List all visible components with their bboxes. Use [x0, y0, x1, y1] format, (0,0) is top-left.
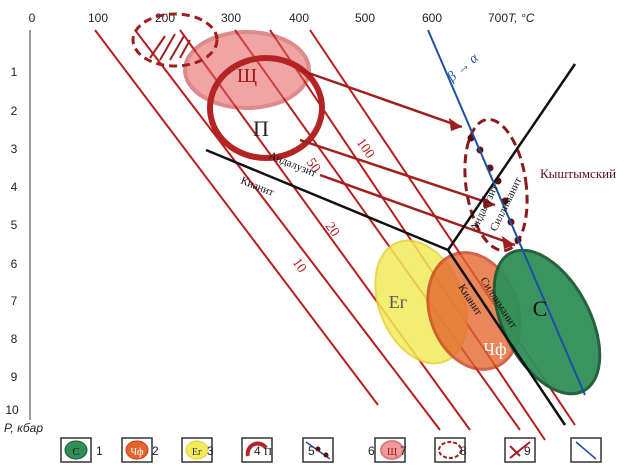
- p-tick-10: 10: [5, 403, 19, 417]
- andalusite-sillimanite-line: [446, 63, 577, 251]
- p-label: П: [253, 116, 269, 141]
- p-tick-2: 2: [11, 104, 18, 118]
- hatch-marks: [149, 33, 191, 61]
- arrow-3: [319, 173, 516, 247]
- legend-swatch-1: [64, 440, 88, 460]
- t-tick-100: 100: [88, 11, 108, 25]
- p-tick-7: 7: [11, 294, 18, 308]
- legend-num-9: 9: [524, 444, 531, 458]
- t-tick-700: 700: [488, 11, 508, 25]
- legend-swatch-5-dot: [315, 446, 321, 452]
- p-axis-title: P, кбар: [4, 421, 43, 435]
- p-tick-4: 4: [11, 180, 18, 194]
- legend-box-4: [241, 437, 273, 463]
- legend: С 1 Чф 2 Ег 3 4 П 5 6 Щ 7 8: [60, 437, 602, 463]
- p-tick-9: 9: [11, 370, 18, 384]
- arrow-heads: [449, 118, 515, 249]
- c-label: С: [533, 296, 548, 321]
- t-tick-600: 600: [422, 11, 442, 25]
- arrow-head-3: [502, 236, 515, 249]
- t-tick-400: 400: [289, 11, 309, 25]
- p-tick-3: 3: [11, 142, 18, 156]
- legend-swatch-8: [438, 441, 462, 459]
- legend-swatch-4: [245, 441, 268, 457]
- legend-num-8: 8: [460, 444, 467, 458]
- legend-num-1: 1: [96, 444, 103, 458]
- trend-arrows: [299, 68, 516, 247]
- p-field: [207, 55, 325, 161]
- kyshtym-ellipse: [463, 118, 529, 252]
- eg-label: Ег: [389, 292, 407, 312]
- legend-swatch-9: [509, 441, 531, 459]
- uf-label: Чф: [483, 339, 506, 359]
- sch-label: Щ: [237, 65, 257, 87]
- gradient-line-10: [94, 29, 379, 406]
- dashed-field-hatch: [149, 33, 191, 61]
- arrow-2: [299, 138, 496, 207]
- legend-glyph-3: Ег: [192, 447, 202, 458]
- p-tick-8: 8: [11, 332, 18, 346]
- legend-glyph-6: Щ: [387, 447, 397, 458]
- legend-swatch-5-dot: [323, 452, 329, 458]
- arrow-head-1: [449, 118, 462, 131]
- kyanite-sillimanite-line: [446, 249, 567, 426]
- legend-num-7: 7: [400, 444, 407, 458]
- legend-num-6: 6: [368, 444, 375, 458]
- dashed-field-top: [131, 12, 219, 68]
- legend-glyph-2: Чф: [131, 447, 144, 458]
- andalusite-kyanite-line: [205, 148, 449, 252]
- t-tick-500: 500: [355, 11, 375, 25]
- legend-num-2: 2: [152, 444, 159, 458]
- kyshtym-label: Кыштымский: [540, 166, 616, 181]
- legend-num-3: 3: [207, 444, 214, 458]
- arrow-head-2: [482, 196, 495, 209]
- legend-swatch-2: [125, 440, 149, 460]
- legend-glyph-1: С: [72, 446, 79, 458]
- p-tick-5: 5: [11, 218, 18, 232]
- t-tick-0: 0: [29, 11, 36, 25]
- t-tick-300: 300: [221, 11, 241, 25]
- p-tick-1: 1: [11, 65, 18, 79]
- reaction-lines: [205, 63, 577, 426]
- legend-num-5: 5: [308, 444, 315, 458]
- t-axis-labels: 0 100 200 300 400 500 600 700 T, °C: [29, 11, 535, 25]
- gradient-label-20: 20: [322, 220, 342, 240]
- legend-swatch-3: [185, 440, 209, 460]
- beta-alpha-line: [427, 29, 586, 396]
- legend-glyph-4: П: [264, 446, 272, 458]
- legend-num-4: 4: [254, 444, 261, 458]
- legend-swatch-6: [380, 440, 404, 460]
- gradient-line-a: [269, 29, 546, 441]
- t-axis-title: T, °C: [508, 11, 535, 25]
- p-axis-labels: 1 2 3 4 5 6 7 8 9 10 P, кбар: [4, 65, 43, 435]
- p-tick-6: 6: [11, 257, 18, 271]
- kyanite-label-1: Кианит: [239, 175, 276, 199]
- arrow-1: [299, 68, 463, 129]
- gradient-line-20: [134, 29, 441, 431]
- legend-swatch-10: [575, 441, 597, 460]
- beta-alpha-label: β → α: [444, 50, 482, 85]
- gradient-label-10: 10: [289, 256, 309, 276]
